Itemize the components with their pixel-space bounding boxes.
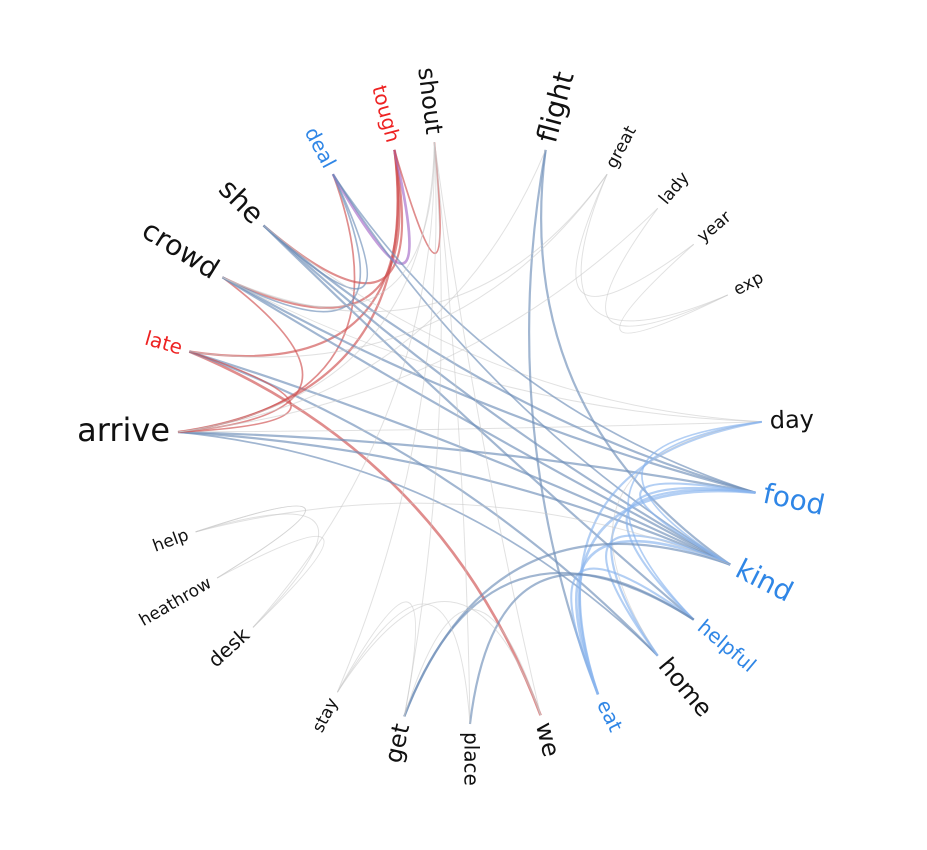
link-helpful-day (627, 420, 762, 621)
link-she-day (263, 225, 762, 423)
link-get-stay (336, 601, 417, 717)
link-late-we (188, 350, 542, 716)
link-late-kind (188, 350, 731, 566)
link-she-kind (262, 224, 731, 566)
node-label-food: food (760, 477, 827, 522)
link-great-crowd (222, 173, 608, 313)
link-crowd-food (221, 276, 756, 494)
node-label-helpful: helpful (693, 614, 761, 676)
link-heathrow-help (195, 505, 306, 579)
link-year-exp (619, 243, 729, 334)
link-deal-kind (332, 173, 731, 566)
node-label-great: great (602, 122, 641, 171)
link-eat-kind (575, 539, 731, 695)
node-label-we: we (530, 719, 565, 759)
link-she-tough (262, 149, 404, 285)
link-year-great (575, 173, 694, 297)
node-label-lady: lady (655, 168, 693, 208)
link-lady-exp (605, 208, 729, 327)
link-arrive-home (177, 431, 659, 657)
link-flight-kind (540, 149, 731, 566)
node-label-heathrow: heathrow (136, 573, 215, 630)
link-help-kind (195, 502, 731, 566)
node-label-crowd: crowd (136, 213, 225, 286)
link-helpful-food (625, 486, 756, 621)
node-label-place: place (460, 732, 484, 786)
node-label-desk: desk (203, 622, 254, 672)
link-lady-arrive (177, 207, 659, 433)
node-label-eat: eat (592, 696, 628, 736)
link-home-food (610, 488, 756, 657)
link-shout-place (433, 142, 471, 725)
link-we-get (403, 609, 542, 717)
node-label-shout: shout (412, 66, 448, 136)
node-label-get: get (379, 721, 415, 766)
link-arrive-food (177, 430, 756, 494)
node-label-late: late (142, 326, 185, 360)
node-label-stay: stay (309, 695, 343, 736)
link-kind-food (639, 482, 756, 566)
link-she-helpful (262, 224, 695, 621)
node-label-tough: tough (367, 83, 405, 145)
link-place-helpful (468, 573, 695, 725)
node-label-flight: flight (530, 68, 580, 146)
link-desk-help (195, 513, 320, 628)
link-stay-shout (336, 142, 437, 693)
node-label-arrive: arrive (77, 411, 170, 449)
link-shout-arrive (177, 142, 435, 433)
node-label-kind: kind (730, 552, 798, 608)
link-deal-food (332, 173, 756, 494)
node-label-day: day (769, 405, 814, 435)
link-arrive-late (177, 350, 292, 433)
link-flight-eat (528, 149, 600, 695)
link-eat-helpful (570, 567, 695, 695)
link-arrive-day (177, 421, 762, 433)
link-place-stay (336, 603, 471, 725)
link-shout-get (403, 142, 442, 717)
node-label-home: home (653, 652, 718, 722)
link-we-stay (336, 601, 542, 716)
node-label-help: help (150, 525, 191, 556)
link-flight-arrive (177, 149, 547, 433)
link-eat-food (577, 489, 756, 695)
node-label-year: year (693, 207, 735, 247)
link-kind-day (641, 420, 762, 566)
link-great-exp (580, 174, 728, 322)
link-she-food (262, 224, 756, 494)
node-label-she: she (212, 172, 270, 230)
node-label-deal: deal (300, 123, 341, 172)
link-shout-crowd (222, 142, 435, 308)
link-arrive-kind (177, 430, 731, 566)
link-home-day (611, 421, 762, 656)
link-arrive-tough (177, 149, 399, 434)
link-deal-tough (331, 149, 411, 265)
link-great-late (189, 173, 608, 358)
link-help-heathrow (195, 505, 306, 579)
link-desk-shout (252, 142, 435, 628)
link-crowd-tough (221, 149, 401, 309)
node-label-exp: exp (730, 268, 767, 300)
link-shout-we (433, 142, 542, 716)
link-desk-heathrow (216, 535, 325, 628)
links-layer (177, 142, 762, 725)
